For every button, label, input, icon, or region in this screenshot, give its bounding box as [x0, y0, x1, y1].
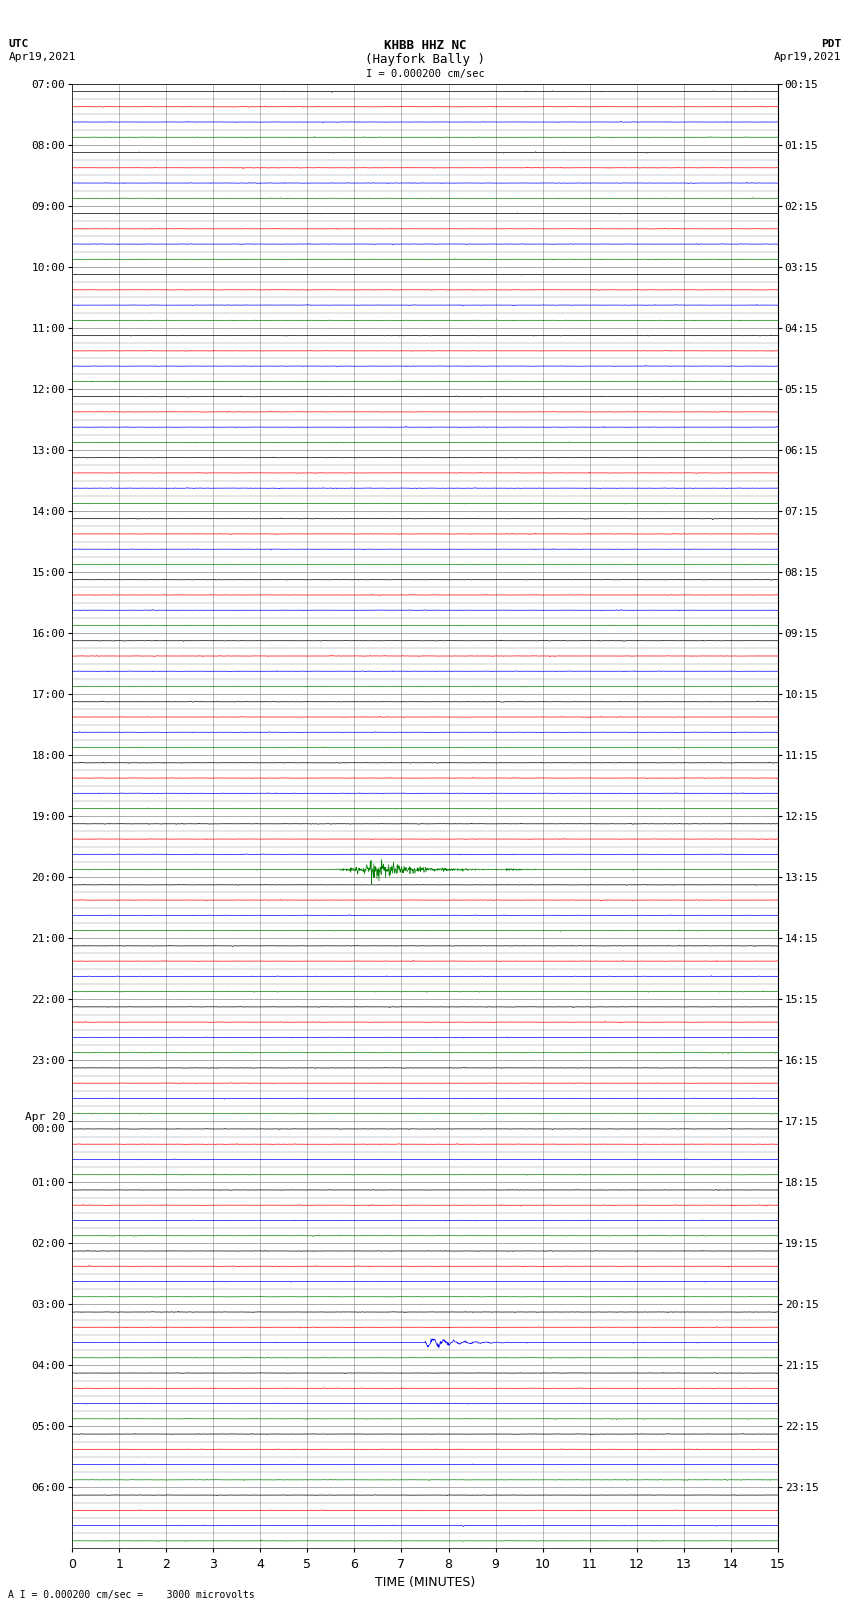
Text: (Hayfork Bally ): (Hayfork Bally )	[365, 53, 485, 66]
Text: I = 0.000200 cm/sec: I = 0.000200 cm/sec	[366, 69, 484, 79]
Text: Apr19,2021: Apr19,2021	[774, 52, 842, 61]
Text: Apr19,2021: Apr19,2021	[8, 52, 76, 61]
X-axis label: TIME (MINUTES): TIME (MINUTES)	[375, 1576, 475, 1589]
Text: KHBB HHZ NC: KHBB HHZ NC	[383, 39, 467, 52]
Text: A I = 0.000200 cm/sec =    3000 microvolts: A I = 0.000200 cm/sec = 3000 microvolts	[8, 1590, 255, 1600]
Text: PDT: PDT	[821, 39, 842, 48]
Text: UTC: UTC	[8, 39, 29, 48]
